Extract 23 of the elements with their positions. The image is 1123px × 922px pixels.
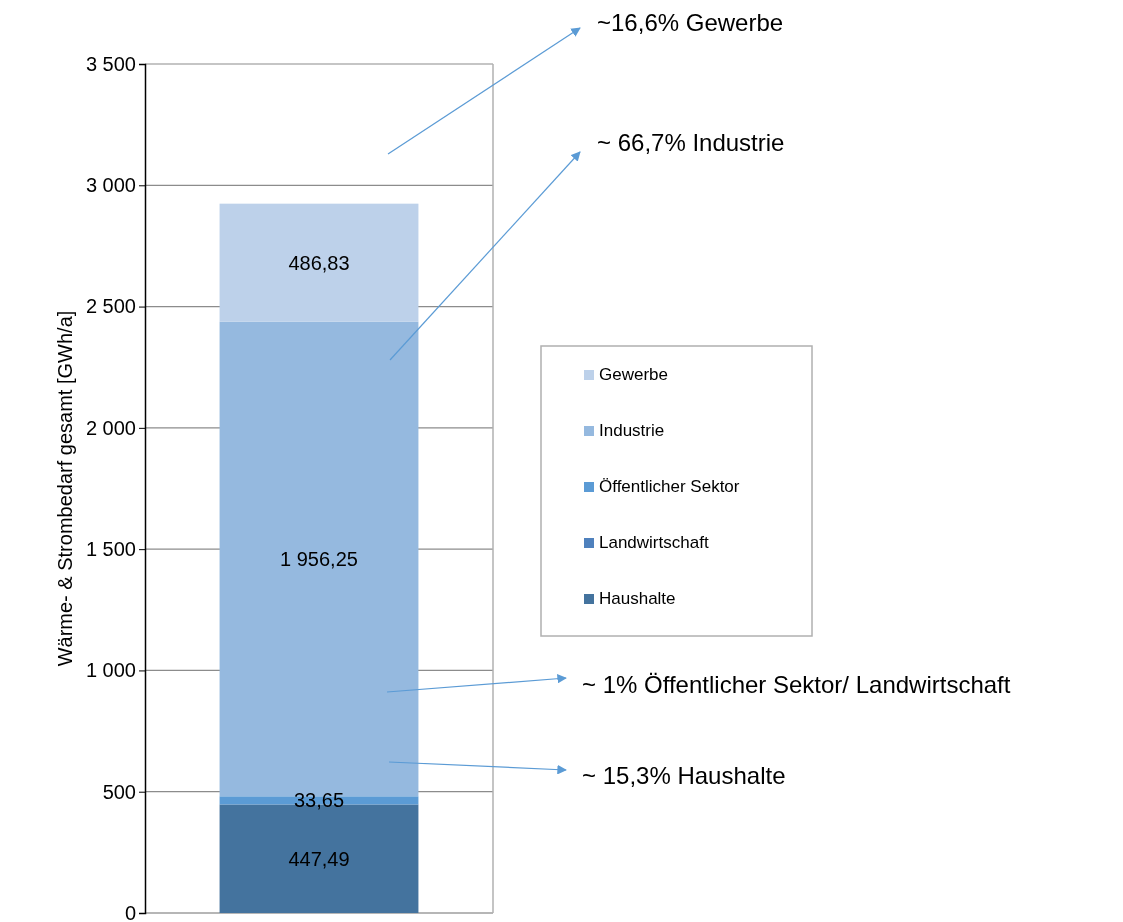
bar [219, 203, 419, 322]
text: ~ 66,7% Industrie [597, 129, 785, 156]
y-tick-label: 1 000 [85, 659, 136, 682]
y-tick-label: 500 [102, 780, 136, 803]
legend-label: Landwirtschaft [599, 533, 709, 552]
legend-label: Öffentlicher Sektor [599, 477, 740, 496]
data-label: 33,65 [293, 789, 345, 812]
legend-label: Gewerbe [599, 365, 668, 384]
data-label: 486,83 [288, 251, 350, 274]
legend-label: Haushalte [599, 589, 676, 608]
y-tick-label: 1 500 [85, 538, 136, 561]
data-label: 447,49 [288, 847, 350, 870]
data-label: 1 956,25 [280, 548, 358, 571]
text: ~16,6% Gewerbe [597, 9, 784, 36]
y-tick-label: 3 000 [85, 174, 136, 197]
text: ~ 1% Öffentlicher Sektor/ Landwirtschaft [582, 671, 1011, 698]
y-tick-label: 3 500 [85, 52, 136, 75]
y-tick-label: 0 [124, 901, 136, 922]
legend-label: Industrie [599, 421, 665, 440]
y-tick-label: 2 000 [85, 416, 136, 439]
y-tick-label: 2 500 [85, 295, 136, 318]
text: ~ 15,3% Haushalte [582, 762, 786, 789]
y-axis-title: Wärme- & Strombedarf gesamt [GWh/a] [54, 310, 76, 667]
